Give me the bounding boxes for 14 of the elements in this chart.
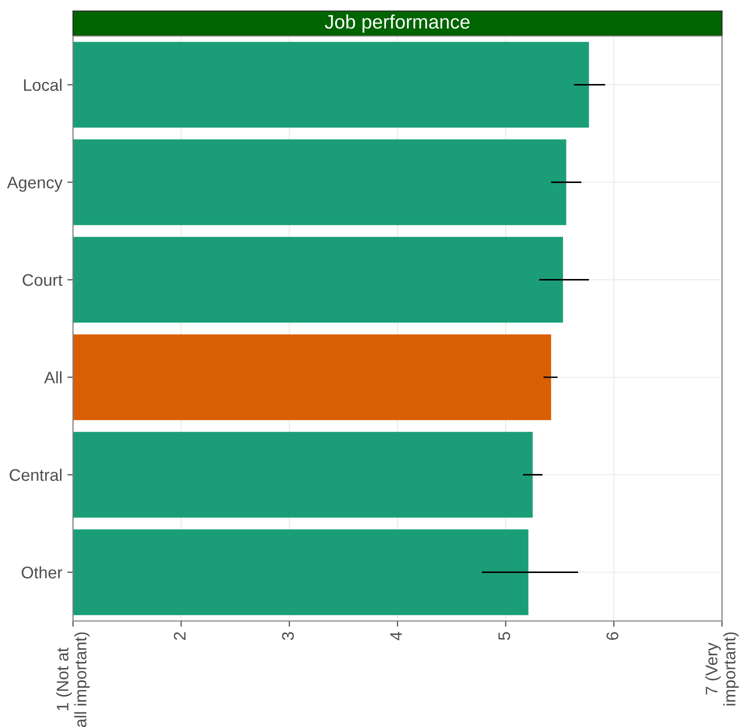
x-tick-label: 2 bbox=[174, 632, 186, 640]
y-tick-label: Central bbox=[10, 468, 62, 481]
x-tick-label: 7 (Very important) bbox=[705, 632, 739, 706]
x-tick-label: 5 bbox=[498, 632, 510, 640]
y-tick-label: Other bbox=[22, 566, 62, 578]
x-tick-label: 3 bbox=[282, 632, 294, 640]
x-tick-label: 6 bbox=[606, 632, 618, 640]
x-tick-label: 1 (Not at all important) bbox=[56, 632, 90, 727]
y-tick-label: All bbox=[44, 371, 62, 384]
x-tick-label: 4 bbox=[390, 632, 402, 640]
y-tick-label: Agency bbox=[7, 176, 63, 192]
chart-title: Job performance bbox=[324, 14, 470, 33]
y-tick-label: Local bbox=[24, 78, 62, 91]
y-tick-label: Court bbox=[22, 274, 62, 286]
